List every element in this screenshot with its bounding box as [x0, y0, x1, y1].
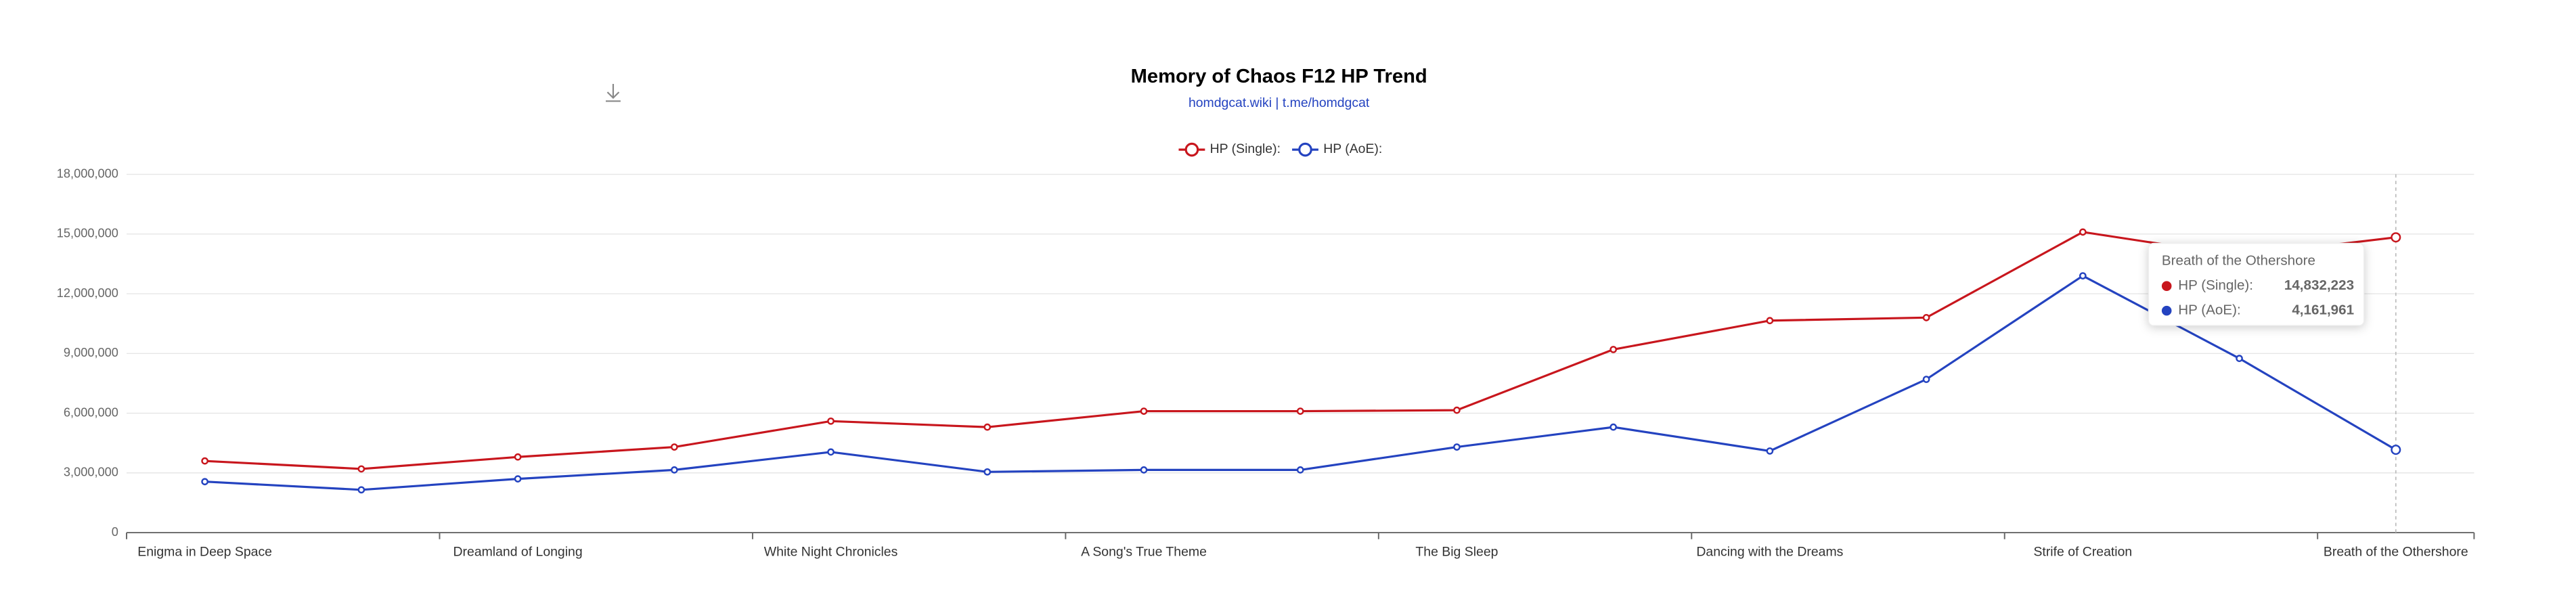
data-point	[514, 453, 522, 461]
y-tick-label: 3,000,000	[64, 466, 118, 479]
plot-area	[201, 228, 2401, 494]
x-tick-label: Strife of Creation	[2033, 544, 2132, 559]
y-tick-label: 12,000,000	[57, 286, 118, 300]
data-point	[827, 417, 835, 425]
data-point	[1766, 447, 1774, 455]
data-point	[827, 448, 835, 456]
x-tick-label: White Night Chronicles	[764, 544, 898, 559]
data-point	[1766, 317, 1774, 325]
y-tick-label: 6,000,000	[64, 405, 118, 419]
tooltip-value: 4,161,961	[2292, 302, 2354, 318]
series-line	[204, 231, 2396, 470]
data-point	[670, 443, 678, 451]
download-button[interactable]	[606, 83, 621, 102]
x-tick-label: A Song's True Theme	[1081, 544, 1207, 559]
x-tick-label: Enigma in Deep Space	[137, 544, 272, 559]
data-point	[2079, 272, 2087, 279]
data-point	[1453, 443, 1461, 451]
tooltip-label: HP (Single):	[2178, 277, 2253, 293]
tooltip-label: HP (AoE):	[2178, 302, 2240, 318]
data-point	[2079, 228, 2087, 236]
data-point	[514, 475, 522, 483]
data-point	[201, 478, 208, 486]
data-point	[1296, 466, 1304, 474]
data-point	[2391, 232, 2401, 243]
legend-label[interactable]: HP (AoE):	[1323, 141, 1382, 156]
data-point	[983, 468, 992, 476]
y-tick-label: 0	[112, 525, 118, 539]
y-tick-label: 18,000,000	[57, 166, 118, 180]
data-point	[983, 423, 992, 431]
chart-subtitle[interactable]: homdgcat.wiki | t.me/homdgcat	[1189, 95, 1370, 110]
x-tick-label: Dancing with the Dreams	[1696, 544, 1843, 559]
legend-marker	[1184, 142, 1199, 157]
data-point	[1922, 376, 1930, 383]
data-point	[201, 457, 208, 465]
tooltip-marker	[2161, 281, 2172, 291]
tooltip-title: Breath of the Othershore	[2162, 253, 2315, 269]
data-point	[1140, 466, 1148, 474]
data-point	[1609, 423, 1618, 431]
x-tick-label: Dreamland of Longing	[453, 544, 583, 559]
legend-marker	[1298, 142, 1312, 157]
chart-title: Memory of Chaos F12 HP Trend	[1131, 66, 1427, 87]
tooltip-box	[2148, 242, 2365, 326]
grid: 0 3,000,000 6,000,000 9,000,000 12,000,000 15…	[57, 166, 2475, 559]
x-tick-label: The Big Sleep	[1415, 544, 1498, 559]
data-point	[357, 486, 365, 494]
legend: HP (Single): HP (AoE):	[1178, 141, 1382, 157]
data-point	[2391, 445, 2401, 455]
data-point	[1609, 346, 1618, 353]
series-line	[204, 274, 2397, 491]
tooltip-value: 14,832,223	[2284, 277, 2354, 293]
y-tick-label: 15,000,000	[57, 227, 118, 240]
data-point	[1922, 314, 1930, 321]
data-point	[1296, 407, 1304, 415]
y-tick-label: 9,000,000	[64, 346, 118, 359]
data-point	[1453, 406, 1461, 414]
download-icon[interactable]	[606, 83, 621, 102]
data-point	[670, 466, 678, 474]
x-tick-label: Breath of the Othershore	[2324, 544, 2468, 559]
tooltip: Breath of the Othershore HP (Single): 14,8…	[2148, 242, 2365, 326]
data-point	[2236, 355, 2243, 362]
tooltip-marker	[2161, 305, 2172, 316]
legend-label[interactable]: HP (Single):	[1210, 141, 1281, 156]
data-point	[1140, 407, 1148, 415]
data-point	[357, 465, 365, 473]
